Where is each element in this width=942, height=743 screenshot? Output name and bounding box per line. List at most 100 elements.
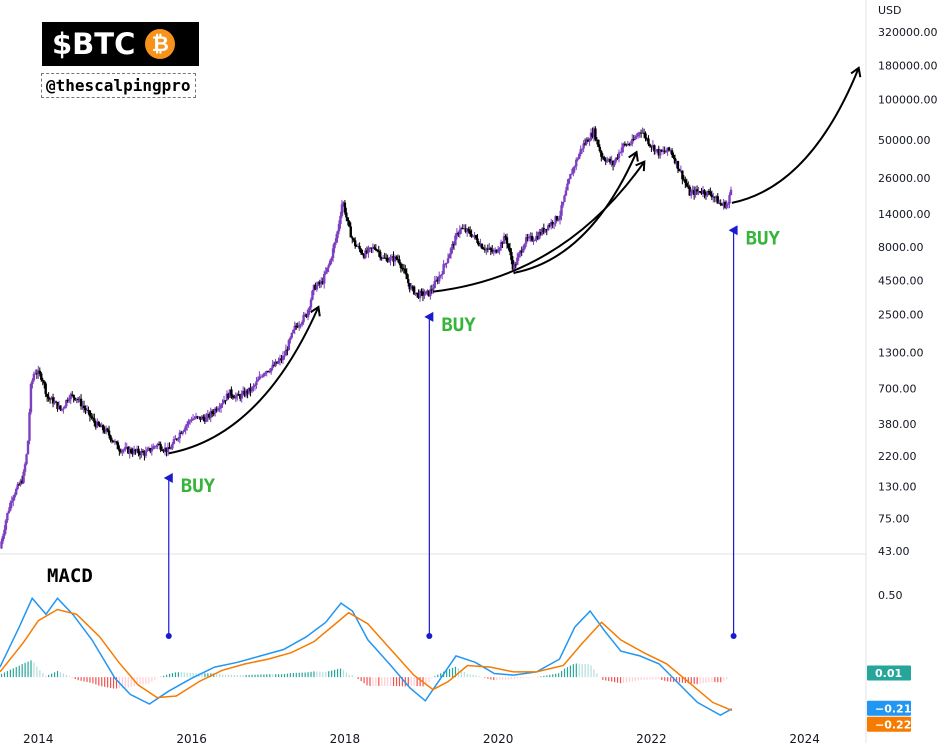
candle-body — [460, 228, 463, 230]
candle-body — [100, 425, 103, 428]
candle-body — [629, 143, 632, 145]
candle-body — [664, 151, 668, 153]
candle-body — [673, 157, 677, 164]
candle-body — [318, 281, 322, 284]
candle-body — [725, 204, 728, 208]
candle-body — [387, 260, 391, 263]
candle-body — [535, 235, 538, 241]
candle-body — [701, 190, 705, 193]
candle-body — [458, 229, 462, 235]
candle-body — [295, 325, 298, 327]
candle-body — [393, 256, 397, 262]
candle-body — [437, 276, 441, 282]
price-axis-ticks: 320000.00 180000.00 100000.00 50000.00 26000… — [878, 26, 938, 558]
candle-body — [222, 400, 226, 404]
candle-body — [90, 416, 93, 418]
candle-body — [75, 398, 78, 401]
candle-body — [502, 236, 506, 244]
candle-body — [113, 441, 117, 443]
candle-body — [479, 243, 482, 246]
candle-body — [504, 236, 507, 238]
candle-body — [135, 448, 139, 452]
candle-body — [684, 179, 687, 184]
candle-body — [679, 170, 683, 172]
candle-body — [16, 484, 19, 489]
candle-body — [35, 373, 39, 375]
candle-body — [692, 190, 696, 195]
candle-body — [311, 290, 314, 300]
price-tick-label: 130.00 — [878, 481, 917, 494]
candle-body — [28, 412, 31, 441]
candle-body — [726, 203, 730, 205]
candle-body — [1, 535, 5, 542]
candle-body — [239, 395, 242, 399]
candle-body — [280, 358, 283, 361]
candle-body — [579, 149, 582, 155]
price-tick-label: 26000.00 — [878, 172, 931, 185]
candle-body — [93, 418, 96, 423]
candle-body — [56, 402, 59, 409]
candle-body — [264, 372, 267, 374]
time-tick-label: 2014 — [23, 732, 54, 743]
candle-body — [13, 494, 16, 498]
bitcoin-icon: ₿ — [145, 29, 176, 59]
candle-body — [81, 405, 84, 407]
candle-body — [583, 143, 587, 145]
price-tick-label: 8000.00 — [878, 241, 924, 254]
candle-body — [99, 425, 102, 428]
candle-body — [380, 257, 383, 259]
candle-body — [656, 149, 659, 151]
candle-body — [715, 196, 718, 198]
candle-body — [608, 158, 612, 163]
candle-body — [488, 247, 491, 249]
candle-body — [200, 416, 204, 420]
candle-body — [65, 399, 68, 407]
candle-body — [498, 248, 501, 251]
candle-body — [545, 228, 548, 231]
candle-body — [101, 425, 105, 431]
candle-body — [675, 160, 678, 164]
candle-body — [253, 384, 257, 387]
candle-body — [215, 408, 218, 411]
price-tick-label: 700.00 — [878, 383, 917, 396]
candle-body — [274, 361, 277, 366]
candle-body — [667, 147, 671, 151]
candle-body — [168, 447, 171, 449]
candle-body — [547, 225, 550, 231]
candle-body — [681, 170, 684, 180]
candle-body — [563, 195, 566, 202]
candle-body — [622, 143, 625, 148]
candle-body — [367, 248, 370, 253]
candle-body — [426, 290, 429, 292]
buy-label: BUY — [441, 314, 476, 336]
candle-body — [601, 156, 604, 158]
candle-body — [654, 149, 658, 152]
candle-body — [96, 421, 99, 428]
buy-label: BUY — [181, 475, 216, 497]
candle-body — [337, 223, 341, 232]
candle-body — [722, 202, 725, 205]
candle-body — [26, 440, 30, 455]
candle-body — [109, 435, 112, 440]
candle-body — [398, 259, 401, 264]
candle-body — [299, 324, 302, 326]
candle-body — [269, 368, 273, 372]
candle-body — [626, 143, 630, 146]
candle-body — [536, 235, 540, 239]
candle-body — [230, 389, 233, 396]
candle-body — [585, 139, 588, 144]
candle-body — [729, 189, 733, 195]
candle-body — [331, 248, 335, 259]
candle-body — [345, 212, 348, 218]
candle-body — [542, 228, 546, 233]
candle-body — [432, 288, 435, 290]
candle-body — [651, 145, 655, 148]
time-tick-label: 2020 — [483, 732, 514, 743]
candle-body — [365, 250, 369, 253]
candle-body — [169, 448, 173, 450]
candle-body — [79, 398, 83, 407]
candle-body — [526, 237, 529, 239]
candle-body — [227, 393, 230, 398]
candle-body — [570, 173, 574, 175]
candle-body — [106, 428, 109, 431]
